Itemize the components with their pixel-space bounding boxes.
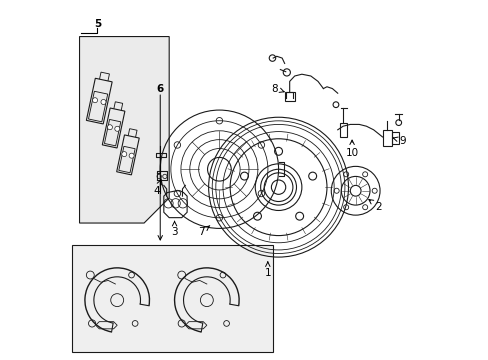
- Text: 7: 7: [198, 226, 209, 237]
- Text: 6: 6: [156, 84, 163, 94]
- Bar: [382, 130, 391, 146]
- Circle shape: [107, 125, 112, 130]
- Polygon shape: [80, 37, 169, 223]
- Text: 1: 1: [264, 262, 270, 278]
- Text: 4: 4: [153, 180, 161, 196]
- Circle shape: [101, 99, 106, 104]
- Circle shape: [115, 126, 120, 131]
- Circle shape: [122, 152, 126, 157]
- Bar: [339, 123, 346, 137]
- Text: 3: 3: [171, 221, 178, 237]
- Text: 10: 10: [345, 140, 358, 158]
- Bar: [391, 132, 398, 144]
- Bar: [72, 244, 273, 352]
- Text: 5: 5: [94, 19, 101, 29]
- Text: 9: 9: [392, 136, 405, 145]
- Text: 2: 2: [368, 199, 382, 212]
- Text: 8: 8: [271, 84, 284, 94]
- Circle shape: [92, 98, 98, 103]
- Bar: [284, 92, 294, 101]
- Circle shape: [129, 153, 134, 158]
